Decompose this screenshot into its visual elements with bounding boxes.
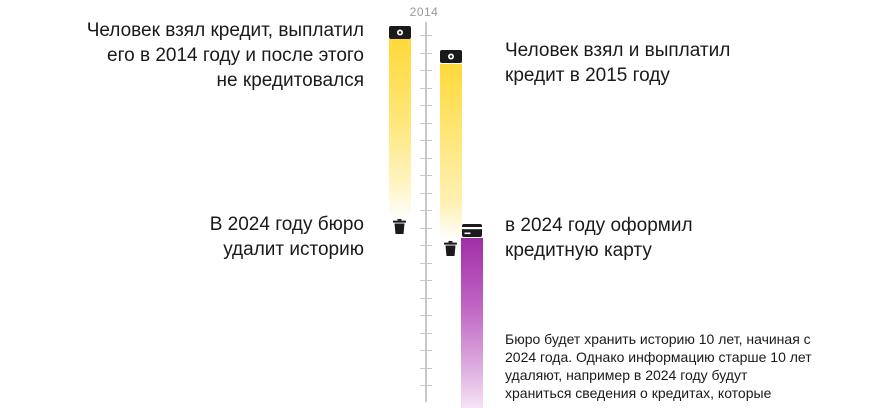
- axis-tick: [420, 175, 432, 176]
- axis-tick: [420, 140, 432, 141]
- trash-icon: [393, 219, 406, 234]
- axis-tick: [420, 210, 432, 211]
- axis-tick: [420, 315, 432, 316]
- axis-tick: [420, 158, 432, 159]
- explanatory-note: Бюро будет хранить историю 10 лет, начин…: [505, 331, 812, 401]
- axis-tick: [420, 280, 432, 281]
- case-b-card-caption: в 2024 году оформил кредитную карту: [505, 215, 693, 261]
- axis-tick: [420, 333, 432, 334]
- timeline-axis: [425, 22, 427, 402]
- axis-tick: [420, 263, 432, 264]
- axis-tick: [420, 70, 432, 71]
- axis-tick: [420, 350, 432, 351]
- case-a-deleted-caption: В 2024 году бюро удалит историю: [209, 214, 364, 260]
- banknote-icon: [440, 50, 462, 63]
- credit-card-icon: [462, 224, 482, 237]
- year-label: 2014: [409, 5, 439, 19]
- case-b-history-bar: [440, 64, 462, 240]
- axis-tick: [420, 385, 432, 386]
- axis-tick: [420, 53, 432, 54]
- banknote-icon: [389, 26, 411, 39]
- axis-tick: [420, 245, 432, 246]
- axis-tick: [420, 35, 432, 36]
- axis-tick: [420, 228, 432, 229]
- case-b-card-history-bar: [461, 238, 483, 408]
- axis-tick: [420, 88, 432, 89]
- axis-tick: [420, 368, 432, 369]
- case-a-history-bar: [389, 39, 411, 220]
- axis-tick: [420, 123, 432, 124]
- axis-tick: [420, 105, 432, 106]
- trash-icon: [444, 241, 457, 256]
- axis-tick: [420, 193, 432, 194]
- case-a-loan-caption: Человек взял кредит, выплатил его в 2014…: [86, 20, 364, 91]
- axis-tick: [420, 298, 432, 299]
- case-b-loan-caption: Человек взял и выплатил кредит в 2015 го…: [505, 40, 731, 86]
